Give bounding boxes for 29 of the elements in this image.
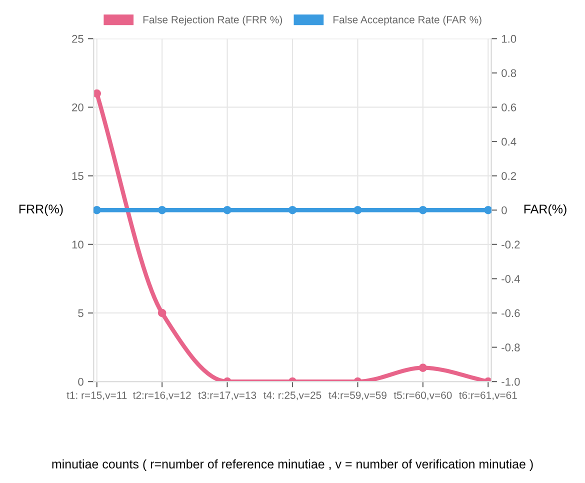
y2-tick-label: -0.8 [502, 344, 520, 352]
y-tick-label: 5 [78, 309, 84, 318]
x-tick-label: t5:r=60,v=60 [394, 392, 452, 400]
x-tick-label: t2:r=16,v=12 [132, 392, 191, 400]
y2-tick-label: 0.6 [502, 103, 516, 112]
y2-tick-label: -0.4 [502, 274, 520, 283]
legend-label: False Acceptance Rate (FAR %) [334, 16, 482, 26]
y2-tick-label: -1.0 [502, 378, 520, 386]
legend-label: False Rejection Rate (FRR %) [143, 16, 282, 26]
x-tick-label: t4:r=59,v=59 [328, 392, 386, 400]
y2-tick-label: 0.8 [502, 69, 516, 78]
y-tick-label: 20 [72, 103, 84, 112]
x-axis-title: minutiae counts ( r=number of reference minutiae , v = number of verification minutiae ) [52, 459, 533, 471]
y2-tick-label: 1.0 [502, 34, 516, 43]
x-tick-label: t4: r:25,v=25 [264, 392, 322, 400]
y2-axis-title: FAR(%) [524, 204, 566, 216]
x-tick-label: t1: r=15,v=11 [66, 392, 127, 400]
y2-tick-label: -0.2 [502, 240, 520, 249]
y2-tick-label: -0.6 [502, 309, 520, 318]
x-tick-label: t3:r=17,v=13 [198, 392, 256, 400]
y2-tick-label: 0.4 [502, 138, 516, 146]
y-tick-label: 25 [72, 34, 84, 43]
y-tick-label: 10 [72, 240, 84, 249]
x-tick-label: t6:r=61,v=61 [459, 392, 517, 400]
y2-tick-label: 0.2 [502, 172, 516, 180]
y-axis-title: FRR(%) [19, 204, 63, 216]
y-tick-label: 0 [78, 378, 84, 386]
y-tick-label: 15 [72, 172, 84, 180]
y2-tick-label: 0 [502, 206, 507, 214]
